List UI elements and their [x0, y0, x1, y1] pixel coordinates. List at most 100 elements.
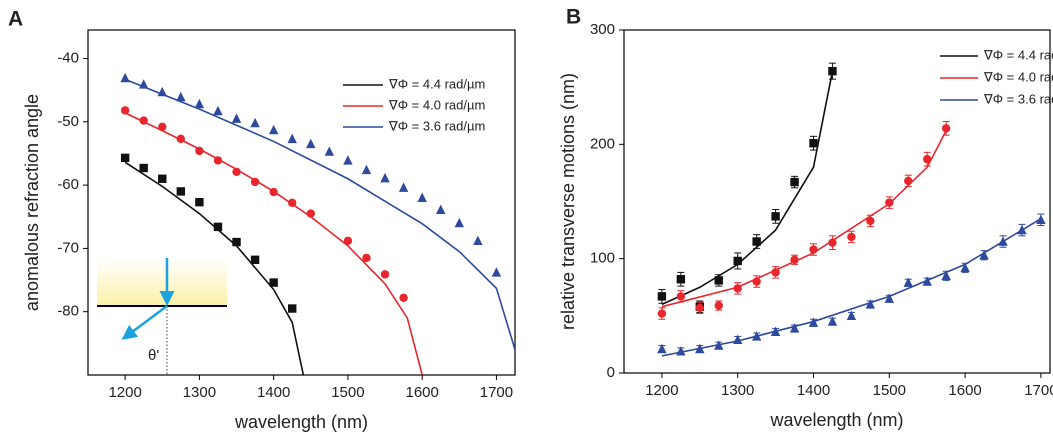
data-point — [695, 303, 705, 313]
data-point — [960, 262, 970, 273]
data-point — [120, 72, 130, 83]
x-axis-label: wavelength (nm) — [234, 412, 368, 432]
data-point — [733, 334, 743, 345]
legend-label: ∇Φ = 3.6 rad/µm — [388, 118, 485, 133]
data-point — [751, 331, 762, 341]
data-point — [139, 116, 148, 125]
x-tick-label: 1400 — [257, 384, 290, 401]
data-point — [269, 278, 278, 287]
legend-label: ∇Φ = 4.4 rad/µm — [388, 76, 485, 91]
data-point — [770, 326, 781, 337]
data-point — [195, 197, 204, 207]
x-tick-label: 1600 — [948, 382, 981, 399]
y-tick-label: 100 — [590, 250, 615, 267]
data-point — [473, 235, 483, 245]
data-point — [176, 187, 186, 196]
data-point — [250, 255, 260, 264]
x-tick-label: 1600 — [405, 384, 438, 401]
data-point — [138, 79, 149, 89]
data-point — [139, 163, 148, 173]
data-point — [714, 340, 724, 350]
data-point — [194, 98, 205, 109]
data-point — [790, 255, 799, 265]
y-tick-label: -60 — [57, 176, 79, 193]
data-point — [714, 301, 723, 310]
y-tick-label: -50 — [57, 113, 79, 130]
data-point — [752, 277, 761, 286]
data-point — [324, 146, 335, 156]
data-point — [231, 113, 242, 123]
plot-frame — [87, 29, 516, 376]
data-point — [343, 155, 353, 165]
data-point — [771, 268, 780, 277]
data-point — [250, 117, 260, 128]
data-point — [380, 270, 390, 279]
inset-refracted-ray — [121, 304, 168, 340]
inset-angle-label: θ' — [148, 347, 159, 364]
data-point — [828, 66, 837, 76]
data-point — [847, 232, 856, 242]
data-point — [157, 86, 167, 97]
data-point — [361, 164, 372, 175]
data-point — [771, 212, 780, 221]
data-point — [809, 138, 818, 148]
legend-label: ∇Φ = 4.0 rad/µm — [388, 97, 485, 112]
fit-line — [661, 130, 947, 308]
data-point — [827, 316, 838, 326]
data-point — [1017, 224, 1027, 235]
data-point — [865, 299, 876, 309]
data-point — [491, 267, 502, 277]
data-point — [232, 237, 241, 247]
data-point — [657, 309, 667, 318]
data-point — [866, 216, 875, 226]
y-tick-label: -70 — [57, 239, 79, 256]
fit-line — [124, 112, 423, 375]
x-tick-label: 1400 — [797, 382, 830, 399]
fit-line — [661, 217, 1042, 357]
data-point — [399, 293, 408, 302]
x-axis-label: wavelength (nm) — [769, 410, 903, 430]
plot-area — [120, 72, 515, 375]
data-point — [903, 277, 913, 287]
x-tick-label: 1200 — [645, 382, 678, 399]
data-point — [306, 138, 316, 149]
panel-label: A — [8, 8, 23, 31]
data-point — [362, 253, 371, 263]
data-point — [398, 182, 409, 192]
data-point — [676, 275, 686, 284]
data-point — [714, 276, 723, 285]
data-point — [1036, 214, 1046, 224]
y-axis-label: anomalous refraction angle — [22, 94, 42, 311]
plot-area — [657, 62, 1046, 357]
data-point — [941, 124, 951, 133]
data-point — [454, 217, 465, 228]
y-axis-label: relative transverse motions (nm) — [558, 73, 578, 330]
data-point — [979, 250, 989, 260]
data-point — [176, 91, 186, 102]
data-point — [288, 304, 297, 313]
data-point — [417, 192, 427, 202]
data-point — [436, 204, 446, 214]
data-point — [268, 124, 279, 135]
data-point — [158, 174, 167, 183]
y-tick-label: 300 — [590, 21, 615, 38]
y-tick-label: 0 — [607, 364, 615, 381]
legend-label: ∇Φ = 4.0 rad/µm — [983, 69, 1053, 84]
data-point — [846, 310, 857, 321]
x-tick-label: 1300 — [183, 384, 216, 401]
x-tick-label: 1200 — [108, 384, 141, 401]
data-point — [695, 343, 705, 354]
data-point — [941, 270, 951, 281]
fit-line — [124, 78, 515, 350]
data-point — [306, 209, 315, 218]
data-point — [250, 177, 260, 187]
legend-label: ∇Φ = 4.4 rad/µm — [983, 47, 1053, 62]
data-point — [269, 187, 278, 197]
data-point — [176, 134, 186, 144]
data-point — [213, 156, 223, 165]
y-tick-label: -80 — [57, 303, 79, 320]
data-point — [676, 292, 686, 301]
x-tick-label: 1500 — [873, 382, 906, 399]
data-point — [923, 154, 932, 164]
